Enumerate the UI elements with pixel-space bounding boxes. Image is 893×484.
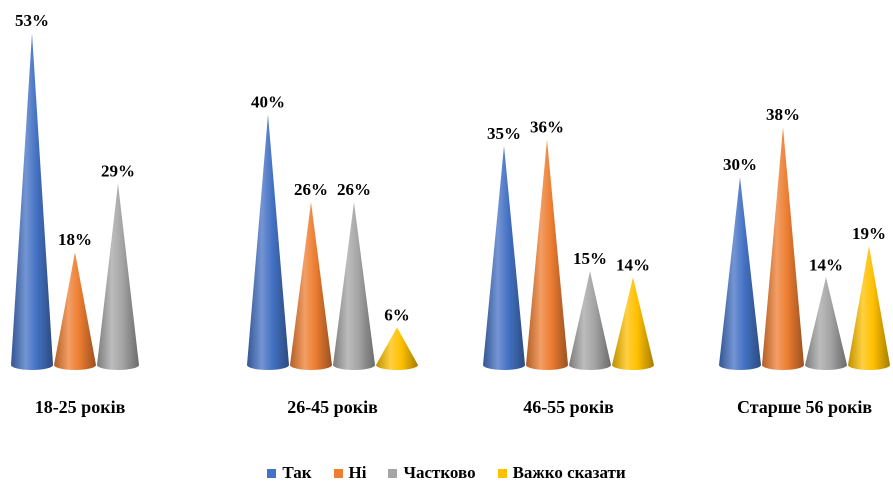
cone-body: [11, 33, 53, 370]
cone-body: [290, 202, 332, 370]
legend-label: Ні: [348, 463, 367, 482]
cone-важко-сказати-3: [612, 277, 654, 370]
data-label: 14%: [809, 255, 843, 274]
cone-body: [848, 245, 890, 370]
cone-body: [333, 202, 375, 370]
legend-item: Важко сказати: [497, 463, 626, 483]
legend-swatch: [333, 468, 343, 478]
data-label: 26%: [337, 180, 371, 199]
cone-важко-сказати-4: [848, 245, 890, 370]
cone-частково-4: [805, 277, 847, 370]
data-label: 18%: [58, 230, 92, 249]
legend-label: Важко сказати: [512, 463, 626, 482]
data-label: 14%: [616, 255, 650, 274]
data-label: 29%: [101, 161, 135, 180]
data-label: 40%: [251, 92, 285, 111]
cone-так-1: [11, 33, 53, 370]
legend-label: Частково: [403, 463, 476, 482]
cone-body: [97, 183, 139, 370]
category-label: 46-55 років: [523, 397, 614, 417]
cone-body: [54, 252, 96, 370]
legend-item: Ні: [333, 463, 367, 483]
cone-body: [376, 327, 418, 370]
legend: Так Ні Частково Важко сказати: [0, 463, 893, 483]
category-label: Старше 56 років: [737, 397, 872, 417]
cone-body: [719, 177, 761, 370]
data-label: 15%: [573, 249, 607, 268]
legend-swatch: [388, 468, 398, 478]
data-label: 19%: [852, 224, 886, 243]
legend-label: Так: [282, 463, 312, 482]
cone-body: [612, 277, 654, 370]
cone-частково-1: [97, 183, 139, 370]
category-label: 18-25 років: [35, 397, 126, 417]
data-label: 36%: [530, 117, 564, 136]
cone-body: [805, 277, 847, 370]
cone-body: [247, 114, 289, 370]
category-label: 26-45 років: [287, 397, 378, 417]
legend-item: Частково: [388, 463, 476, 483]
data-label: 26%: [294, 180, 328, 199]
cone-так-4: [719, 177, 761, 370]
cone-частково-3: [569, 271, 611, 370]
cone-так-3: [483, 145, 525, 370]
cone-ні-1: [54, 252, 96, 370]
cone-body: [526, 139, 568, 370]
cone-body: [762, 126, 804, 370]
cone-так-2: [247, 114, 289, 370]
data-label: 53%: [15, 11, 49, 30]
data-label: 38%: [766, 105, 800, 124]
legend-item: Так: [267, 463, 312, 483]
cone-ні-3: [526, 139, 568, 370]
cone-body: [483, 145, 525, 370]
legend-swatch: [497, 468, 507, 478]
cone-ні-4: [762, 126, 804, 370]
cone-важко-сказати-2: [376, 327, 418, 370]
legend-swatch: [267, 468, 277, 478]
data-label: 30%: [723, 155, 757, 174]
data-label: 6%: [384, 305, 410, 324]
cone-ні-2: [290, 202, 332, 370]
data-label: 35%: [487, 124, 521, 143]
cone-частково-2: [333, 202, 375, 370]
cone-body: [569, 271, 611, 370]
